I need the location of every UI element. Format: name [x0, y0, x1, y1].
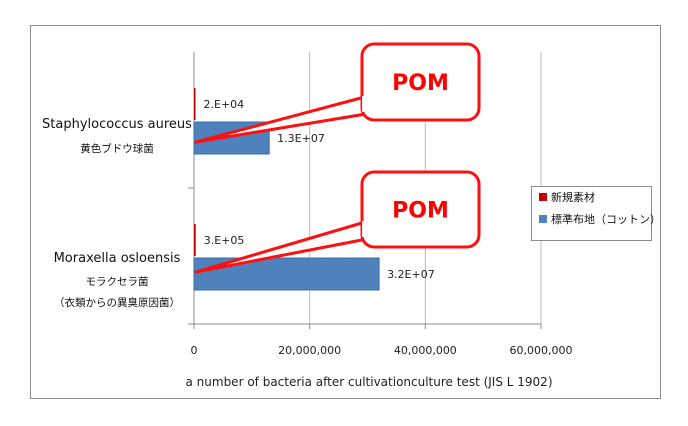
category-sublabel: モラクセラ菌	[86, 276, 149, 288]
data-label: 1.3E+07	[277, 132, 325, 145]
data-label: 3.2E+07	[387, 268, 435, 281]
x-tick-label: 0	[191, 344, 198, 357]
bar	[194, 88, 196, 120]
legend-swatch	[539, 193, 547, 201]
legend-box	[531, 186, 652, 241]
callout-label: POM	[392, 71, 449, 96]
legend-swatch	[539, 215, 547, 223]
category-sublabel: （衣類からの異臭原因菌）	[54, 296, 180, 309]
x-tick-label: 40,000,000	[394, 344, 457, 357]
callout-box	[360, 42, 481, 122]
legend-label: 新規素材	[551, 190, 595, 204]
category-label: Moraxella osloensis	[54, 251, 181, 266]
data-label: 3.E+05	[204, 234, 245, 247]
category-sublabel: 黄色ブドウ球菌	[80, 142, 154, 155]
x-tick-label: 20,000,000	[278, 344, 341, 357]
bar	[193, 257, 380, 291]
legend-label: 標準布地（コットン）	[551, 212, 661, 226]
x-axis-title: a number of bacteria after cultivationcu…	[186, 375, 553, 389]
x-tick-label: 60,000,000	[510, 344, 573, 357]
category-label: Staphylococcus aureus	[42, 117, 192, 132]
callout-box	[360, 170, 481, 249]
data-label: 2.E+04	[204, 98, 245, 111]
bar	[194, 224, 196, 256]
callout-label: POM	[392, 199, 449, 224]
